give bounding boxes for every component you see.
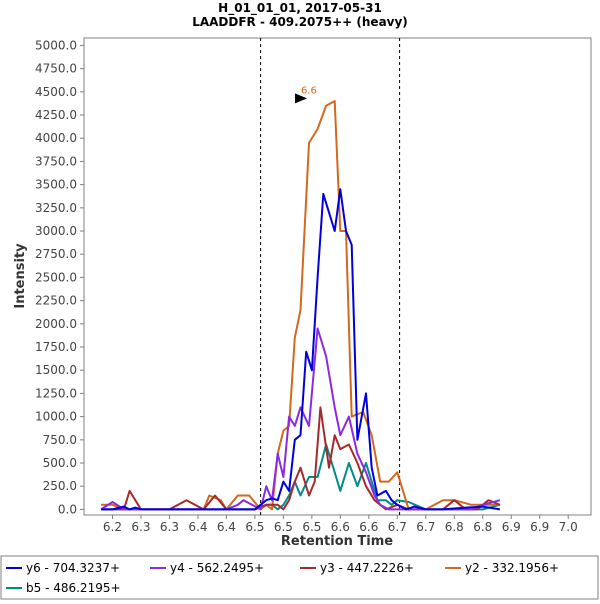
x-tick-label: 6.4 — [217, 520, 236, 534]
x-tick-label: 6.5 — [274, 520, 293, 534]
legend-entry-label: b5 - 486.2195+ — [26, 581, 121, 595]
y-tick-label: 2500.0 — [35, 270, 77, 284]
plot-area — [83, 37, 592, 516]
legend-entry-label: y6 - 704.3237+ — [26, 561, 120, 575]
y-tick-label: 3250.0 — [35, 201, 77, 215]
legend-entry-label: y4 - 562.2495+ — [170, 561, 264, 575]
x-tick-label: 6.3 — [160, 520, 179, 534]
y-tick-label: 500.0 — [43, 456, 77, 470]
chart-title: H_01_01_01, 2017-05-31 — [218, 1, 382, 16]
y-tick-label: 5000.0 — [35, 38, 77, 52]
x-tick-label: 6.4 — [188, 520, 207, 534]
peak-arrow-icon — [295, 93, 308, 104]
series-line — [101, 188, 501, 511]
legend-entry-label: y2 - 332.1956+ — [465, 561, 559, 575]
legend-box — [0, 555, 599, 600]
y-axis-label: Intensity — [13, 243, 28, 309]
y-tick-label: 2250.0 — [35, 294, 77, 308]
peak-label: 6.6 — [301, 85, 317, 96]
integration-boundaries — [260, 38, 401, 515]
x-tick-label: 6.8 — [473, 520, 492, 534]
y-tick-label: 4250.0 — [35, 108, 77, 122]
x-axis-ticks: 6.2 6.3 6.3 6.4 6.4 6.5 6.5 6.5 6.6 6.6 6.7 6.7 6.8 6… — [103, 515, 578, 534]
x-tick-label: 6.9 — [530, 520, 549, 534]
x-tick-label: 6.9 — [502, 520, 521, 534]
legend: y6 - 704.3237+ y4 - 562.2495+ y3 - 447.222… — [6, 561, 559, 595]
x-tick-label: 6.6 — [359, 520, 378, 534]
x-tick-label: 6.7 — [416, 520, 435, 534]
y-tick-label: 3750.0 — [35, 154, 77, 168]
y-tick-label: 750.0 — [43, 433, 77, 447]
y-tick-label: 2750.0 — [35, 247, 77, 261]
x-axis-label: Retention Time — [281, 534, 393, 549]
x-tick-label: 6.5 — [245, 520, 264, 534]
y-tick-label: 0.0 — [58, 502, 77, 516]
series-layer — [100, 100, 501, 511]
x-tick-label: 6.8 — [445, 520, 464, 534]
y-tick-label: 4000.0 — [35, 131, 77, 145]
y-tick-label: 3000.0 — [35, 224, 77, 238]
x-tick-label: 6.7 — [388, 520, 407, 534]
y-tick-label: 1500.0 — [35, 363, 77, 377]
y-tick-label: 1750.0 — [35, 340, 77, 354]
x-tick-label: 6.5 — [302, 520, 321, 534]
y-tick-label: 4500.0 — [35, 85, 77, 99]
y-tick-label: 2000.0 — [35, 317, 77, 331]
y-tick-label: 3500.0 — [35, 178, 77, 192]
x-tick-label: 7.0 — [559, 520, 578, 534]
y-tick-label: 4750.0 — [35, 62, 77, 76]
y-axis-ticks: 0.0 250.0 500.0 750.0 1000.0 1250.0 1500.0 1750… — [35, 38, 84, 516]
chart-subtitle: LAADDFR - 409.2075++ (heavy) — [192, 15, 408, 29]
legend-entry-label: y3 - 447.2226+ — [320, 561, 414, 575]
x-tick-label: 6.6 — [331, 520, 350, 534]
peak-annotation: 6.6 — [295, 85, 317, 104]
x-tick-label: 6.2 — [103, 520, 122, 534]
x-tick-label: 6.3 — [131, 520, 150, 534]
y-tick-label: 1000.0 — [35, 410, 77, 424]
y-tick-label: 250.0 — [43, 479, 77, 493]
y-tick-label: 1250.0 — [35, 386, 77, 400]
